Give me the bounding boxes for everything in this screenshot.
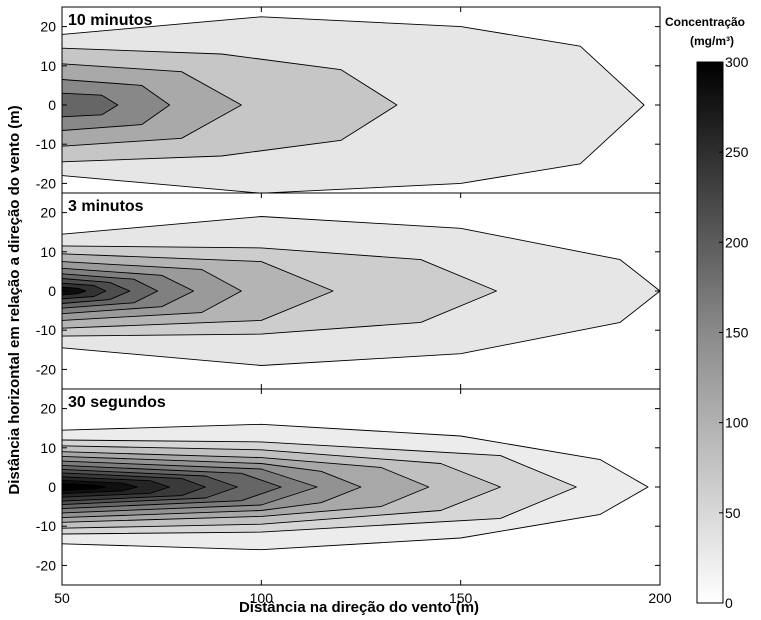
y-tick-label: 20 (40, 205, 56, 221)
y-tick-label: 20 (40, 19, 56, 35)
contour-group (62, 216, 660, 366)
panel-2: 20 10 0 -10 -20 3 minutos (36, 192, 661, 390)
y-tick-label: -20 (36, 557, 56, 573)
colorbar-tick-label: 150 (725, 325, 749, 341)
colorbar-tick-label: 0 (725, 595, 733, 611)
colorbar-tick-label: 300 (725, 54, 749, 70)
panel-1: 20 10 0 -10 -20 10 minutos (36, 6, 661, 204)
panels-group: 20 10 0 -10 -20 10 minutos 20 10 0 -10 -20 3 minuto… (36, 6, 661, 586)
y-tick-label: -10 (36, 136, 56, 152)
panel-title: 30 segundos (68, 394, 166, 411)
y-tick-label: 0 (48, 283, 56, 299)
x-tick-label: 200 (648, 590, 672, 606)
contour-level-9 (62, 286, 87, 296)
x-tick-label: 100 (250, 590, 274, 606)
contour-group (62, 423, 649, 551)
panel-3: 20 10 0 -10 -20 30 segundos (36, 388, 661, 586)
x-axis-title: Distância na direção do vento (m) (239, 599, 479, 616)
y-tick-label: -10 (36, 518, 56, 534)
colorbar-title-line2: (mg/m³) (690, 34, 734, 48)
contour-level-12 (62, 483, 107, 491)
y-tick-label: -20 (36, 175, 56, 191)
y-tick-label: -10 (36, 322, 56, 338)
x-axis: 50 100 150 200 (54, 590, 672, 606)
colorbar-title-line1: Concentração (665, 15, 745, 29)
x-tick-label: 150 (449, 590, 473, 606)
y-tick-label: 10 (40, 244, 56, 260)
contour-level-5 (62, 92, 119, 118)
y-axis-title: Distância horizontal em relação a direçã… (6, 105, 23, 494)
y-tick-label: 10 (40, 440, 56, 456)
y-tick-label: 20 (40, 401, 56, 417)
x-tick-label: 50 (54, 590, 70, 606)
colorbar-tick-label: 200 (725, 234, 749, 250)
y-tick-label: 0 (48, 479, 56, 495)
panel-title: 10 minutos (68, 12, 153, 29)
colorbar-tick-label: 100 (725, 415, 749, 431)
colorbar: Concentração (mg/m³) 0 50 100 150 200 250 300 (665, 15, 749, 611)
colorbar-tick-label: 250 (725, 144, 749, 160)
y-tick-label: -20 (36, 361, 56, 377)
panel-title: 3 minutos (68, 198, 144, 215)
y-tick-label: 10 (40, 58, 56, 74)
contour-group (62, 16, 645, 194)
y-tick-label: 0 (48, 97, 56, 113)
colorbar-tick-label: 50 (725, 505, 741, 521)
